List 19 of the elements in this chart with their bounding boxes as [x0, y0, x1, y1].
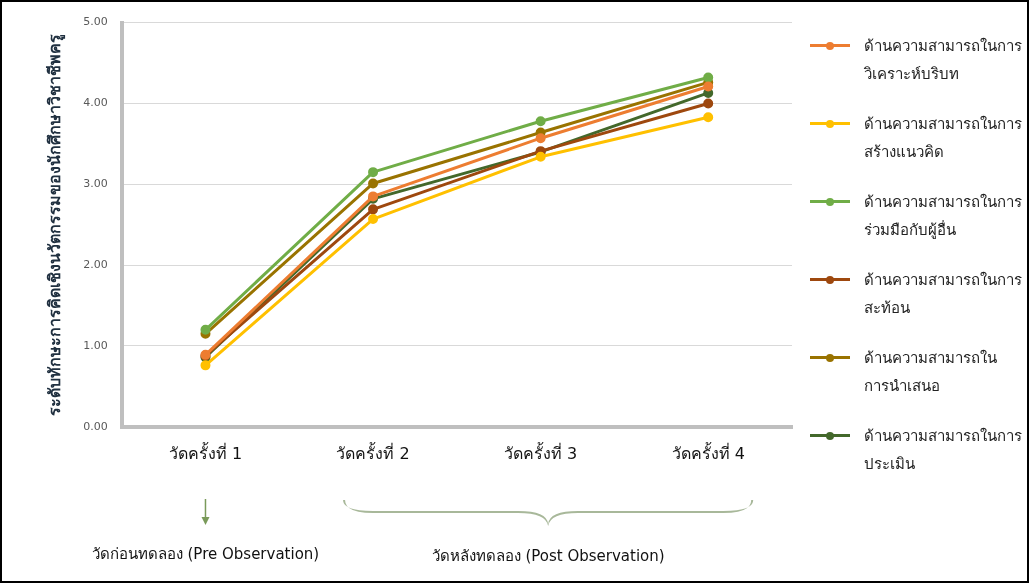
x-tick-label: วัดครั้งที่ 1	[168, 441, 243, 463]
legend-label: ด้านความสามารถในการนำเสนอ	[864, 348, 998, 397]
legend-label: ด้านความสามารถในการสะท้อน	[864, 270, 1022, 319]
legend-label: ด้านความสามารถในการประเมิน	[864, 426, 1022, 475]
x-tick-label: วัดครั้งที่ 4	[671, 441, 745, 463]
y-tick-label: 3.00	[83, 177, 108, 191]
legend-label: ด้านความสามารถในการร่วมมือกับผู้อื่น	[864, 192, 1022, 241]
legend-label: ด้านความสามารถในการวิเคราะห์บริบท	[864, 36, 1022, 85]
text: วัดหลังทดลอง (Post Observation)	[431, 546, 665, 567]
text: วัดก่อนทดลอง (Pre Observation)	[91, 544, 320, 565]
y-axis-title: ระดับทักษะการคิดเชิงนวัตกรรมของนักศึกษาวิชาชีพครู	[44, 33, 66, 416]
y-tick-label: 0.00	[83, 419, 108, 433]
x-tick-label: วัดครั้งที่ 3	[504, 441, 578, 463]
legend-label: ด้านความสามารถในการสร้างแนวคิด	[864, 114, 1022, 163]
y-tick-label: 4.00	[83, 96, 108, 110]
x-tick-label: วัดครั้งที่ 2	[336, 441, 410, 463]
y-tick-label: 2.00	[83, 257, 108, 271]
y-tick-label: 1.00	[83, 338, 108, 352]
y-tick-label: 5.00	[83, 15, 108, 29]
